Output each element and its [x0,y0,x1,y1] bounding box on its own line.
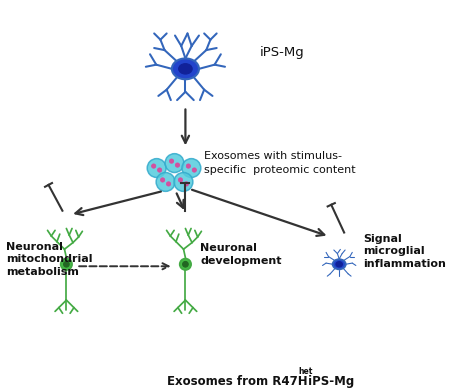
Circle shape [160,178,165,182]
Text: iPS-Mg: iPS-Mg [304,375,355,388]
Circle shape [147,159,166,178]
Ellipse shape [180,258,191,270]
Text: het: het [299,368,313,377]
Ellipse shape [333,259,346,269]
Ellipse shape [179,64,192,74]
Ellipse shape [64,262,69,267]
Circle shape [156,172,175,191]
Text: Exosomes with stimulus-
specific  proteomic content: Exosomes with stimulus- specific proteom… [204,151,356,175]
Circle shape [178,178,182,182]
Text: Neuronal
development: Neuronal development [201,243,282,266]
Circle shape [175,163,180,167]
Circle shape [152,164,156,168]
Circle shape [192,168,197,172]
Circle shape [174,172,193,191]
Circle shape [169,159,173,163]
Text: Signal
microglial
inflammation: Signal microglial inflammation [363,233,446,269]
Circle shape [184,182,189,186]
Ellipse shape [172,58,199,79]
Ellipse shape [61,258,72,270]
Text: Exosomes from R47H: Exosomes from R47H [167,375,307,388]
Ellipse shape [336,262,342,267]
Circle shape [157,168,162,172]
Text: Neuronal
mitochondrial
metabolism: Neuronal mitochondrial metabolism [6,242,92,277]
Circle shape [186,164,191,168]
Circle shape [166,182,171,186]
Circle shape [182,159,201,178]
Text: iPS-Mg: iPS-Mg [260,47,305,59]
Circle shape [165,154,184,172]
Ellipse shape [182,262,188,267]
